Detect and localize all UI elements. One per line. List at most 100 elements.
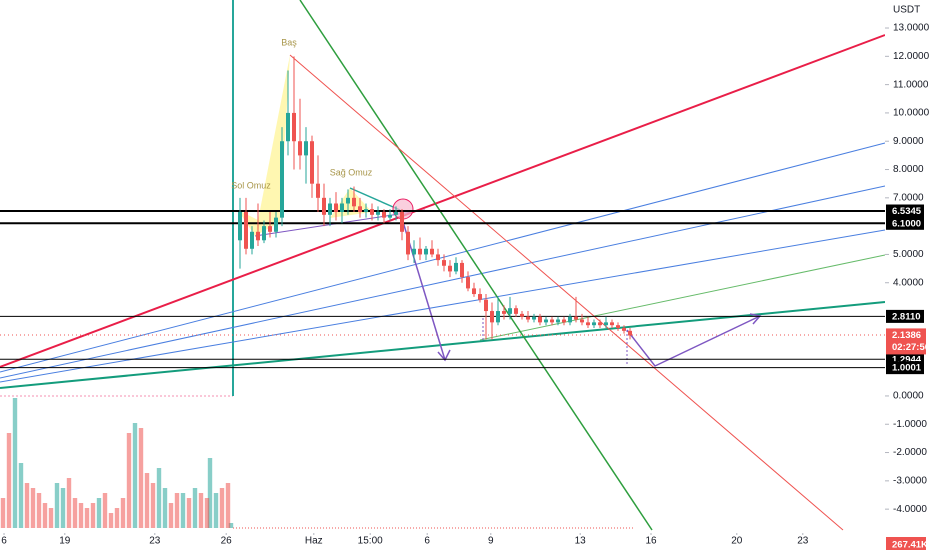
y-tick-label: -4.0000 xyxy=(893,504,927,515)
annotation: Sağ Omuz xyxy=(330,167,373,177)
candle-body xyxy=(460,262,464,278)
volume-bar xyxy=(162,488,168,528)
volume-bar xyxy=(54,483,60,528)
volume-bar xyxy=(213,493,219,528)
volume-bar xyxy=(0,498,6,528)
candle-body xyxy=(598,322,602,326)
y-tick-label: 8.0000 xyxy=(893,164,924,175)
volume-bar xyxy=(42,503,48,528)
candle-body xyxy=(622,328,626,331)
candle-body xyxy=(604,322,608,326)
candle-body xyxy=(334,203,338,212)
x-tick-label: 6 xyxy=(1,536,7,547)
y-tick-label: 4.0000 xyxy=(893,277,924,288)
x-tick-label: 19 xyxy=(59,536,71,547)
level-label-box xyxy=(886,204,924,218)
currency: USDT xyxy=(893,5,920,16)
candle-body xyxy=(628,330,632,336)
x-tick-label: Haz xyxy=(305,536,323,547)
candle-body xyxy=(394,211,398,215)
candle-body xyxy=(538,316,542,323)
volume-bar xyxy=(102,493,108,528)
data-layer: 6 19 23 26 Haz 15:00 6 9 13 16 20 23 xyxy=(0,56,885,547)
candle-body xyxy=(400,211,404,232)
x-tick-label: 13 xyxy=(575,536,587,547)
candle-body xyxy=(340,203,344,212)
candle-body xyxy=(286,112,290,142)
volume-bar xyxy=(108,513,114,528)
level-label: 1.0001 xyxy=(892,363,922,374)
trend-line xyxy=(299,0,653,531)
volume-bar xyxy=(180,493,186,528)
level-label-box xyxy=(886,216,924,230)
volume-bar xyxy=(18,463,24,528)
volume-bar xyxy=(66,478,72,528)
candle-body xyxy=(502,311,506,314)
candle-body xyxy=(304,141,308,156)
candle-body xyxy=(520,313,524,317)
fan-line xyxy=(0,229,886,383)
candle-body xyxy=(532,316,536,320)
volume-bar xyxy=(192,488,198,528)
volume-bar xyxy=(219,488,225,528)
volume-bar xyxy=(6,433,12,528)
x-tick-label: 16 xyxy=(645,536,657,547)
candle-body xyxy=(370,209,374,215)
y-tick-label: 9.0000 xyxy=(893,136,924,147)
candle-body xyxy=(382,211,386,218)
trend-line xyxy=(349,187,401,211)
annotation: Baş xyxy=(281,37,297,47)
y-tick-label: 7.0000 xyxy=(893,192,924,203)
volume-bar xyxy=(12,398,18,528)
candle-body xyxy=(478,294,482,300)
candle-body xyxy=(274,217,278,232)
price-label-box xyxy=(886,328,926,355)
x-tick-label: 20 xyxy=(731,536,743,547)
y-tick-label: 5.0000 xyxy=(893,249,924,260)
trend-line xyxy=(0,34,886,368)
candle-body xyxy=(454,262,458,272)
candle-body xyxy=(250,231,254,249)
volume-bar xyxy=(156,468,162,528)
candle-body xyxy=(616,325,620,329)
candle-body xyxy=(328,203,332,215)
candle-body xyxy=(364,209,368,212)
volume-bar xyxy=(204,498,210,528)
candle-body xyxy=(424,248,428,255)
volume-label: 267.41K xyxy=(892,540,928,550)
y-tick-label: -2.0000 xyxy=(893,447,927,458)
candle-body xyxy=(268,226,272,232)
volume-bar xyxy=(228,523,234,528)
x-tick-label: 6 xyxy=(424,536,430,547)
volume-bar xyxy=(138,428,144,528)
candle-body xyxy=(574,316,578,320)
axis-background xyxy=(885,0,932,550)
candle-body xyxy=(376,211,380,215)
level-label: 1.2944 xyxy=(892,354,922,365)
y-tick-label: 12.0000 xyxy=(893,51,930,62)
candle-body xyxy=(568,316,572,323)
volume-bar xyxy=(132,423,138,528)
x-tick-label: 26 xyxy=(221,536,233,547)
fan-line xyxy=(0,185,886,379)
volume-bar xyxy=(84,508,90,528)
candle-body xyxy=(244,211,248,249)
candle-body xyxy=(586,322,590,326)
countdown: 02:27:56 xyxy=(892,342,930,353)
y-tick-label: -1.0000 xyxy=(893,419,927,430)
candle-body xyxy=(256,231,260,241)
candle-body xyxy=(550,319,554,323)
candle-body xyxy=(514,308,518,314)
volume-bar xyxy=(207,458,213,528)
candle-body xyxy=(526,316,530,320)
candle-body xyxy=(352,197,356,207)
x-tick-label: 23 xyxy=(149,536,161,547)
candle-body xyxy=(346,197,350,204)
candle-body xyxy=(490,311,494,323)
annotation: Sol Omuz xyxy=(231,180,271,190)
volume-bar xyxy=(24,483,30,528)
candle-body xyxy=(412,248,416,255)
volume-bar xyxy=(90,503,96,528)
